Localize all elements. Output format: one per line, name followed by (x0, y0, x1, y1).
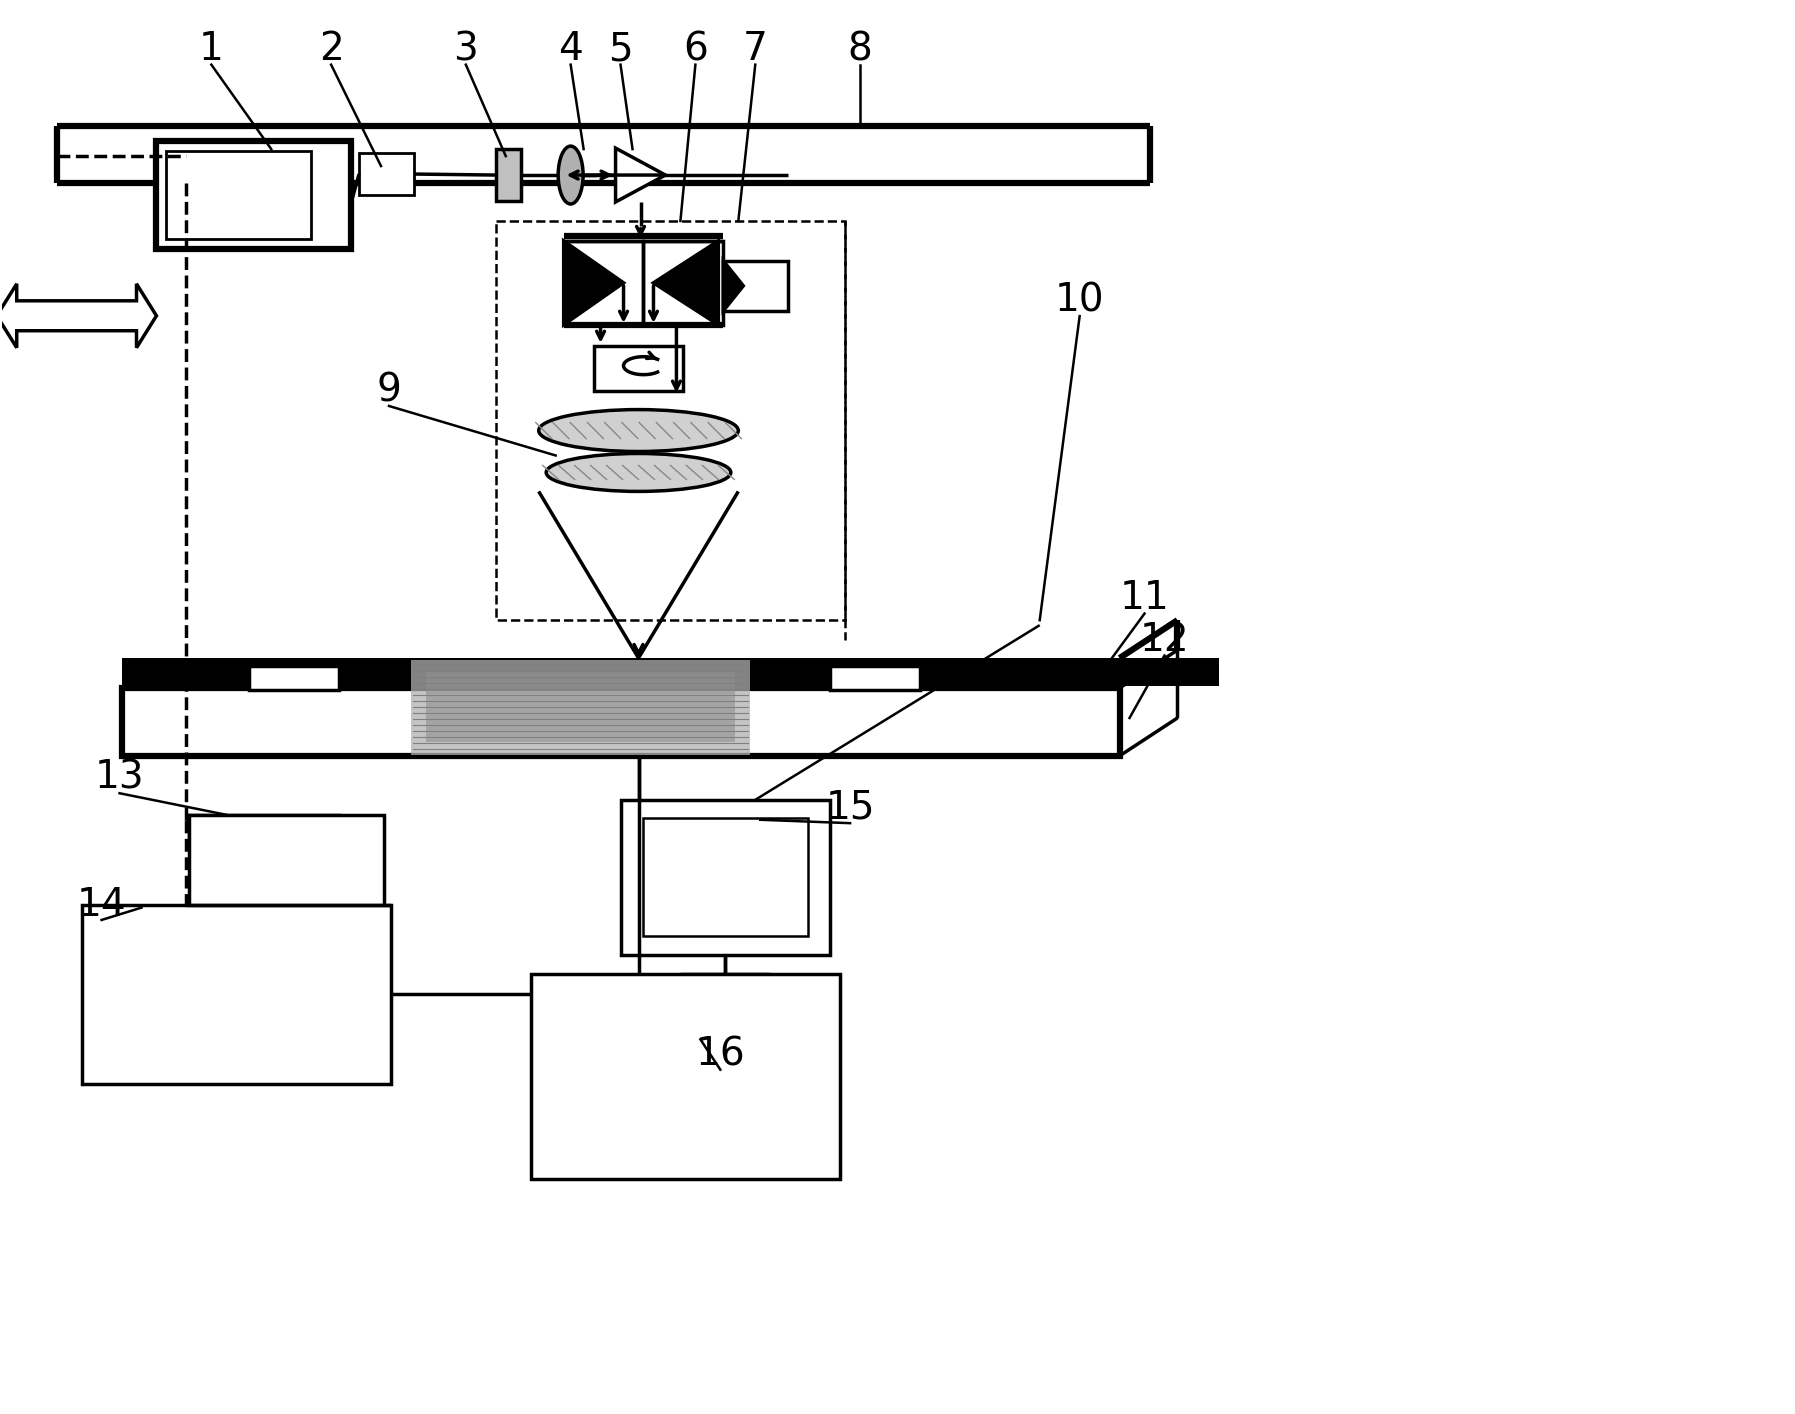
Bar (359, 153, 415, 195)
Bar (621, 800, 829, 954)
Polygon shape (564, 240, 623, 325)
Bar (190, 814, 339, 844)
Text: 13: 13 (95, 759, 144, 797)
Bar (156, 141, 352, 249)
Text: 7: 7 (743, 30, 768, 68)
Text: 10: 10 (1055, 281, 1104, 320)
Polygon shape (616, 148, 666, 202)
Text: 9: 9 (377, 372, 402, 410)
Text: 3: 3 (454, 30, 477, 68)
Bar (495, 221, 845, 621)
Ellipse shape (546, 454, 731, 492)
Polygon shape (0, 284, 156, 348)
Polygon shape (723, 260, 743, 311)
Bar (81, 905, 391, 1085)
Bar (643, 240, 723, 325)
Text: 14: 14 (77, 885, 126, 923)
Text: 1: 1 (199, 30, 224, 68)
Bar (594, 345, 684, 390)
Text: 6: 6 (682, 30, 707, 68)
Bar (411, 660, 750, 755)
Polygon shape (653, 240, 718, 325)
Ellipse shape (538, 410, 738, 451)
Text: 5: 5 (609, 30, 634, 68)
Bar (167, 151, 311, 239)
Bar (531, 974, 840, 1179)
Ellipse shape (558, 146, 583, 204)
Bar (122, 658, 1219, 686)
Bar (425, 672, 736, 742)
Text: 2: 2 (320, 30, 343, 68)
Text: 11: 11 (1120, 580, 1169, 618)
Text: 4: 4 (558, 30, 583, 68)
Text: 8: 8 (847, 30, 872, 68)
Text: 12: 12 (1140, 621, 1190, 659)
Bar (723, 260, 788, 311)
Text: 15: 15 (826, 789, 874, 827)
Bar (122, 689, 1120, 756)
Text: 16: 16 (695, 1035, 745, 1073)
Bar (564, 240, 643, 325)
Bar (495, 148, 521, 201)
Bar (250, 666, 339, 690)
Bar (829, 666, 921, 690)
Bar (643, 817, 808, 936)
Bar (190, 814, 384, 939)
